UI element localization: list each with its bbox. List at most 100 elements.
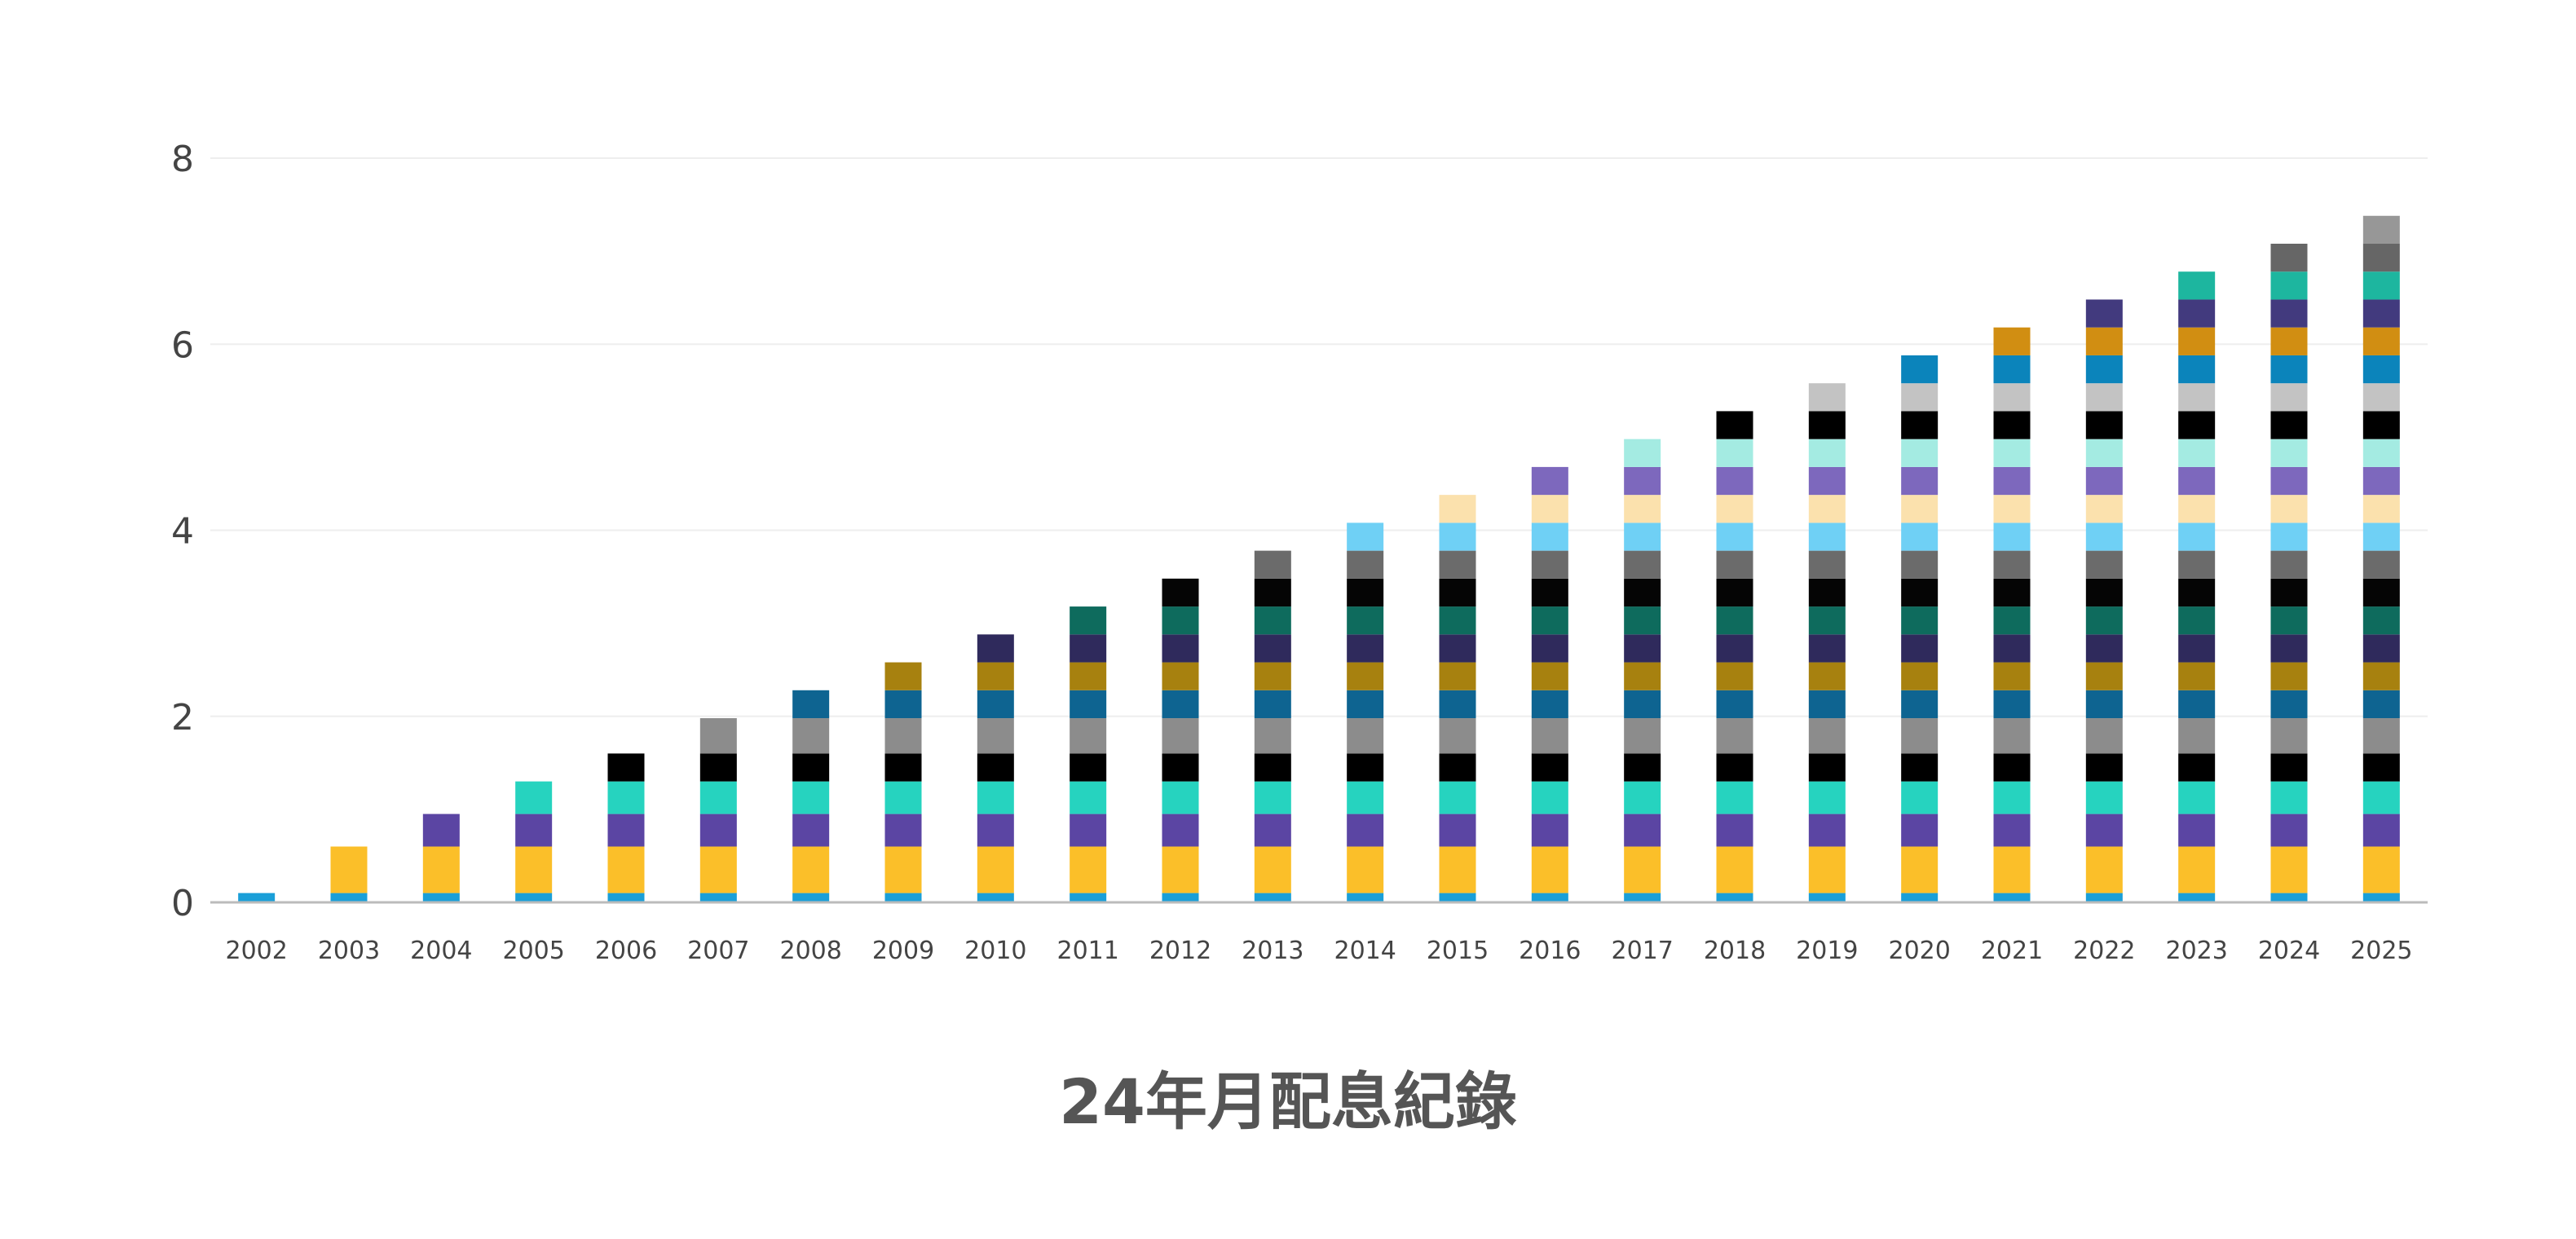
bar-segment bbox=[699, 846, 737, 893]
bar-segment bbox=[1624, 781, 1661, 814]
bar-segment bbox=[1624, 578, 1661, 607]
bar-segment bbox=[1624, 846, 1661, 893]
bar-segment bbox=[1439, 550, 1476, 579]
bar-segment bbox=[1070, 606, 1107, 635]
bar-segment bbox=[2085, 550, 2123, 579]
bar-segment bbox=[1347, 522, 1384, 551]
bar-segment bbox=[422, 814, 460, 847]
bar-segment bbox=[2178, 578, 2216, 607]
x-tick-label: 2007 bbox=[687, 937, 749, 965]
bar-segment bbox=[1624, 718, 1661, 754]
bar-segment bbox=[1901, 355, 1939, 384]
bar-segment bbox=[792, 690, 830, 719]
bar-segment bbox=[1901, 662, 1939, 690]
bar-segment bbox=[2362, 753, 2400, 782]
bar-segment bbox=[2085, 814, 2123, 847]
bar-segment bbox=[2178, 846, 2216, 893]
bar-segment bbox=[422, 846, 460, 893]
x-tick-label: 2016 bbox=[1519, 937, 1581, 965]
bar-segment bbox=[2362, 690, 2400, 719]
bar-segment bbox=[1531, 522, 1568, 551]
bar-segment bbox=[2362, 550, 2400, 579]
bar-segment bbox=[2270, 550, 2308, 579]
bar-segment bbox=[1162, 634, 1199, 663]
bar-segment bbox=[977, 662, 1014, 690]
bar-segment bbox=[422, 893, 460, 902]
bar-segment bbox=[330, 893, 368, 902]
bar-segment bbox=[1993, 522, 2031, 551]
bar-segment bbox=[1162, 718, 1199, 754]
bar-segment bbox=[2362, 846, 2400, 893]
bar-segment bbox=[2085, 439, 2123, 467]
bar-segment bbox=[2085, 383, 2123, 412]
bar-segment bbox=[2178, 893, 2216, 902]
bar-segment bbox=[1254, 753, 1291, 782]
bar-segment bbox=[2362, 243, 2400, 272]
bar-segment bbox=[2270, 893, 2308, 902]
bar-segment bbox=[2178, 383, 2216, 412]
bar-segment bbox=[977, 781, 1014, 814]
bar-segment bbox=[1254, 846, 1291, 893]
bar-segment bbox=[1162, 753, 1199, 782]
bar-segment bbox=[1254, 606, 1291, 635]
x-tick-label: 2009 bbox=[872, 937, 934, 965]
bar-segment bbox=[515, 814, 553, 847]
bar-segment bbox=[1347, 893, 1384, 902]
bar-segment bbox=[2270, 690, 2308, 719]
bar-segment bbox=[792, 718, 830, 754]
bar-segment bbox=[2362, 522, 2400, 551]
bar-segment bbox=[1716, 550, 1753, 579]
bar-segment bbox=[1993, 690, 2031, 719]
bar-segment bbox=[1070, 753, 1107, 782]
bar-segment bbox=[2085, 495, 2123, 523]
bar-segment bbox=[2362, 634, 2400, 663]
bar-segment bbox=[607, 893, 645, 902]
bar-segment bbox=[1993, 781, 2031, 814]
bar-segment bbox=[977, 753, 1014, 782]
bar-segment bbox=[2270, 383, 2308, 412]
x-tick-label: 2020 bbox=[1888, 937, 1950, 965]
x-tick-label: 2021 bbox=[1981, 937, 2043, 965]
bar-segment bbox=[699, 893, 737, 902]
bar-segment bbox=[1993, 383, 2031, 412]
bar-segment bbox=[1716, 846, 1753, 893]
bar-segment bbox=[1808, 893, 1846, 902]
bar-segment bbox=[1254, 550, 1291, 579]
bar-segment bbox=[699, 718, 737, 754]
bar-segment bbox=[1993, 550, 2031, 579]
x-tick-label: 2012 bbox=[1149, 937, 1211, 965]
bar-segment bbox=[2270, 466, 2308, 496]
bar-segment bbox=[2270, 606, 2308, 635]
bar-segment bbox=[1162, 662, 1199, 690]
bar-segment bbox=[2270, 634, 2308, 663]
bar-segment bbox=[2270, 299, 2308, 328]
bar-segment bbox=[2085, 411, 2123, 439]
bar-segment bbox=[1624, 753, 1661, 782]
bar-segment bbox=[1808, 690, 1846, 719]
bar-segment bbox=[1808, 753, 1846, 782]
bar-segment bbox=[2178, 814, 2216, 847]
bar-segment bbox=[1531, 718, 1568, 754]
bar-segment bbox=[1993, 606, 2031, 635]
bar-segment bbox=[2178, 718, 2216, 754]
bar-segment bbox=[884, 718, 922, 754]
x-tick-label: 2005 bbox=[502, 937, 564, 965]
bar-segment bbox=[2270, 846, 2308, 893]
bar-segment bbox=[2362, 355, 2400, 384]
bar-segment bbox=[1347, 606, 1384, 635]
y-tick-label: 6 bbox=[171, 324, 194, 366]
x-tick-label: 2003 bbox=[318, 937, 380, 965]
x-tick-label: 2014 bbox=[1334, 937, 1396, 965]
bar-segment bbox=[884, 814, 922, 847]
bar-segment bbox=[1070, 893, 1107, 902]
bar-segment bbox=[2362, 411, 2400, 439]
bar-segment bbox=[1254, 781, 1291, 814]
bar-segment bbox=[2085, 327, 2123, 355]
chart-title: 24年月配息紀錄 bbox=[1059, 1065, 1517, 1138]
bar-segment bbox=[792, 846, 830, 893]
bar-segment bbox=[884, 846, 922, 893]
bar-segment bbox=[1439, 578, 1476, 607]
bar-segment bbox=[1347, 846, 1384, 893]
x-tick-label: 2018 bbox=[1704, 937, 1766, 965]
